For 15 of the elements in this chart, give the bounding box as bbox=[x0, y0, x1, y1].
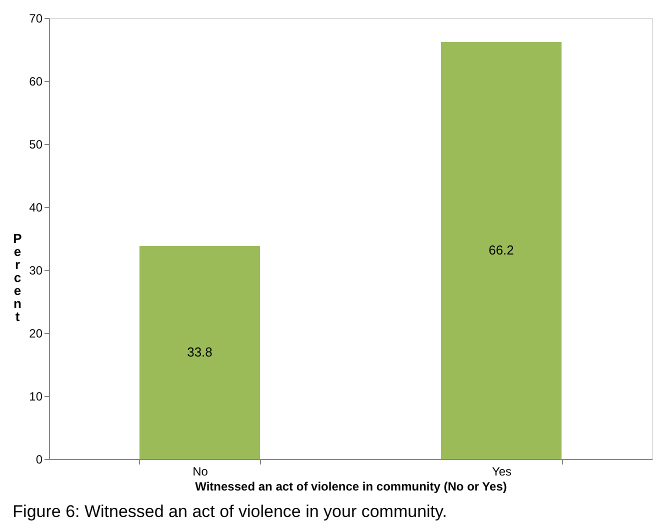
y-tick-label: 0 bbox=[36, 452, 43, 466]
y-tick-label: 60 bbox=[29, 74, 43, 88]
x-tick-label: No bbox=[192, 464, 208, 478]
data-label: 33.8 bbox=[187, 344, 212, 360]
y-tick-label: 10 bbox=[29, 390, 43, 404]
caption: Figure 6: Witnessed an act of violence in your community. bbox=[12, 502, 447, 521]
x-axis-title: Witnessed an act of violence in community (No or Yes) bbox=[195, 480, 507, 494]
y-tick-label: 20 bbox=[29, 326, 43, 340]
y-axis-title: Percent bbox=[13, 231, 22, 324]
data-label: 66.2 bbox=[488, 242, 514, 258]
x-tick-label: Yes bbox=[492, 464, 512, 478]
y-tick-label: 40 bbox=[29, 200, 43, 214]
y-tick-label: 30 bbox=[29, 264, 43, 278]
y-tick-label: 70 bbox=[29, 12, 43, 26]
y-tick-label: 50 bbox=[29, 138, 43, 152]
